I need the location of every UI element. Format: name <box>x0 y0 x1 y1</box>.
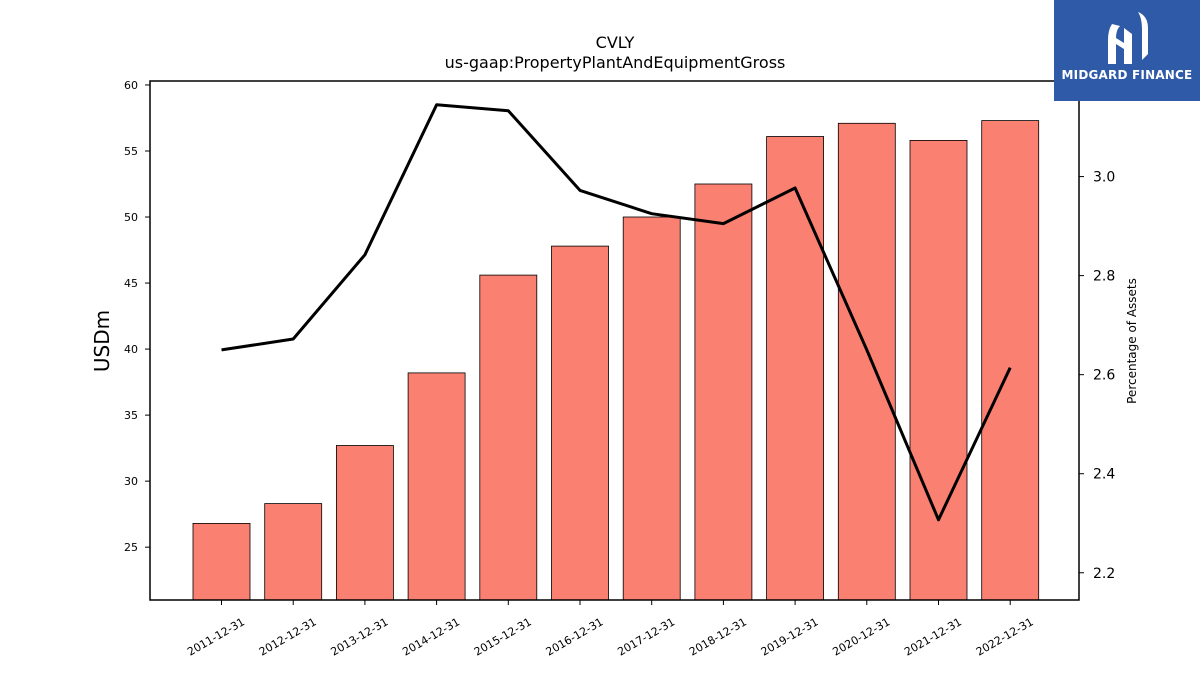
percentage-line <box>221 103 1012 522</box>
y-tick-label: 25 <box>124 541 138 554</box>
x-tick-label: 2016-12-31 <box>544 615 606 658</box>
bar-2015-12-31 <box>479 274 538 601</box>
x-tick-label: 2020-12-31 <box>830 615 892 658</box>
bar-2022-12-31 <box>981 120 1040 601</box>
logo-text: MIDGARD FINANCE <box>1061 68 1193 82</box>
bar-2017-12-31 <box>622 216 681 601</box>
x-tick-label: 2013-12-31 <box>329 615 391 658</box>
x-tick-label: 2015-12-31 <box>472 615 534 658</box>
x-tick-label: 2011-12-31 <box>185 615 247 658</box>
x-tick-label: 2022-12-31 <box>974 615 1036 658</box>
y-tick-label: 50 <box>124 211 138 224</box>
y-tick-label: 40 <box>124 343 138 356</box>
y2-tick-label: 2.4 <box>1093 467 1115 483</box>
bar-2019-12-31 <box>766 136 824 601</box>
y2-tick-label: 2.2 <box>1093 566 1115 582</box>
x-tick-label: 2012-12-31 <box>257 615 319 658</box>
y-tick-label: 30 <box>124 475 138 488</box>
bar-2018-12-31 <box>694 183 753 601</box>
logo-mark-icon <box>1108 12 1148 64</box>
bar-2011-12-31 <box>192 523 251 601</box>
y2-axis-label: Percentage of Assets <box>1125 278 1139 404</box>
bar-2021-12-31 <box>909 139 968 601</box>
bar-2014-12-31 <box>407 372 466 601</box>
x-tick-label: 2017-12-31 <box>615 615 677 658</box>
y-axis-label: USDm <box>90 310 114 372</box>
chart-title: CVLY <box>596 33 635 52</box>
y-tick-label: 35 <box>124 409 138 422</box>
x-tick-label: 2014-12-31 <box>400 615 462 658</box>
x-tick-label: 2018-12-31 <box>687 615 749 658</box>
y2-tick-label: 3.0 <box>1093 170 1115 186</box>
x-tick-label: 2019-12-31 <box>759 615 821 658</box>
bar-2013-12-31 <box>335 445 394 601</box>
bar-2012-12-31 <box>264 503 323 601</box>
chart-subtitle: us-gaap:PropertyPlantAndEquipmentGross <box>445 53 786 72</box>
plot-frame <box>149 80 1080 601</box>
brand-logo: MIDGARD FINANCE <box>1054 0 1200 101</box>
y-tick-label: 60 <box>124 79 138 92</box>
x-tick-label: 2021-12-31 <box>902 615 964 658</box>
y2-tick-label: 2.8 <box>1093 269 1115 285</box>
y-tick-label: 45 <box>124 277 138 290</box>
bar-2020-12-31 <box>837 122 896 601</box>
y-tick-label: 55 <box>124 145 138 158</box>
y2-tick-label: 2.6 <box>1093 368 1115 384</box>
bar-2016-12-31 <box>551 245 609 601</box>
